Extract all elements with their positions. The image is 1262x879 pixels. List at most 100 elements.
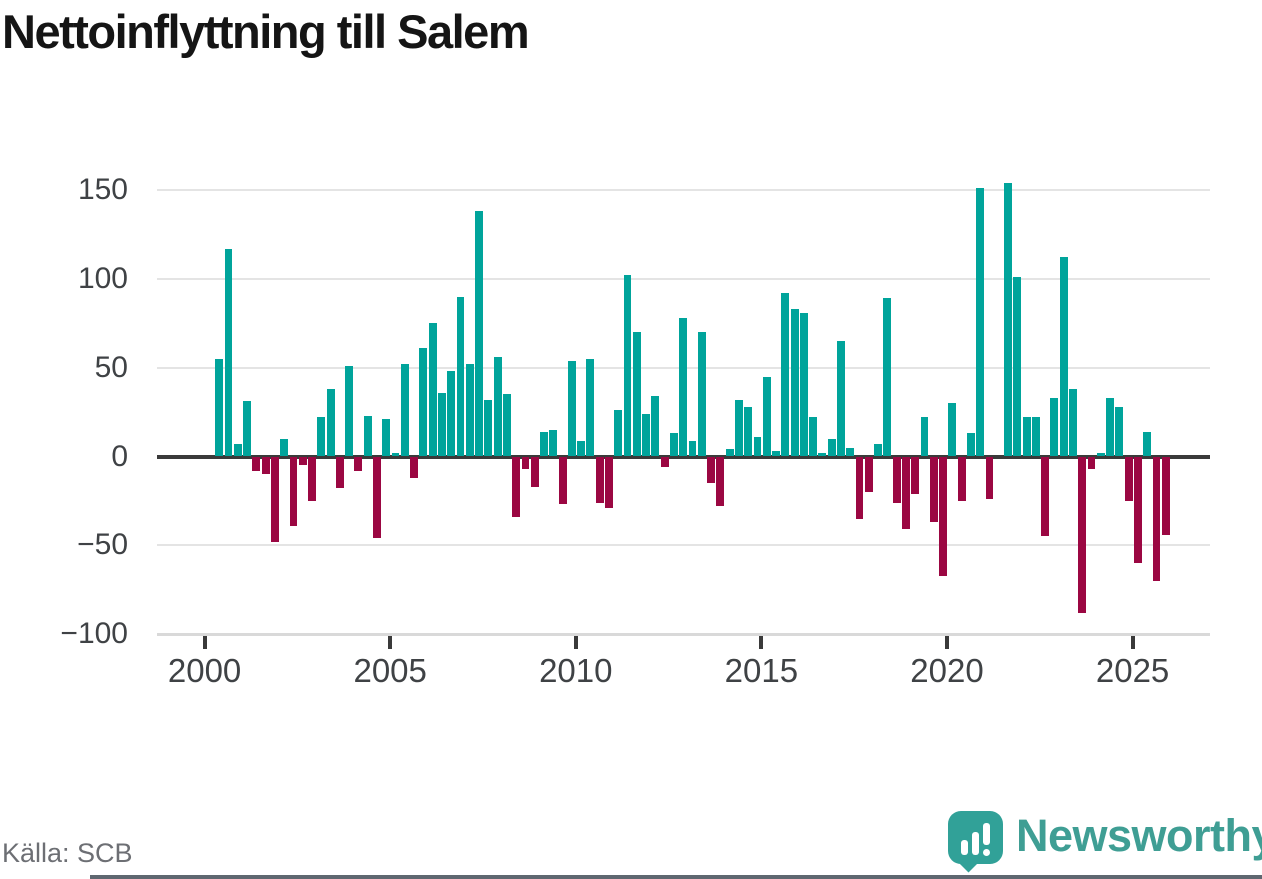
bar (567, 360, 576, 457)
bar (326, 388, 335, 457)
bar (484, 399, 493, 457)
bar (530, 456, 539, 487)
bar (373, 456, 381, 539)
bar (475, 211, 483, 457)
logo-exclamation-dot-icon (983, 849, 990, 856)
bar (966, 433, 975, 457)
bar (549, 429, 558, 457)
bar (864, 456, 873, 493)
chart-title: Nettoinflyttning till Salem (2, 5, 530, 58)
bar (1096, 452, 1105, 457)
bar (354, 456, 363, 471)
bar (308, 456, 316, 501)
bar (846, 447, 855, 457)
newsworthy-wordmark: Newsworthy (1016, 810, 1262, 861)
bar (827, 438, 836, 457)
bar (911, 456, 920, 494)
bar (1143, 431, 1152, 457)
bar (540, 431, 548, 457)
x-axis-tick-label: 2015 (724, 652, 799, 689)
bar (725, 449, 734, 457)
gridline (157, 277, 1210, 280)
source-label: Källa: SCB (2, 838, 133, 868)
bar (614, 410, 623, 457)
bar (270, 456, 279, 542)
bar (985, 456, 994, 500)
newsworthy-logo: Newsworthy (946, 808, 1262, 876)
bar (1041, 456, 1050, 537)
bar (1031, 417, 1040, 457)
bar (465, 364, 474, 457)
bar (818, 452, 827, 457)
bar (243, 401, 251, 457)
bar (261, 456, 270, 475)
bar (1022, 417, 1031, 457)
bar (957, 456, 966, 501)
bar (1050, 397, 1059, 457)
x-axis-tick-mark (388, 636, 393, 649)
bar (1004, 182, 1012, 457)
bar (623, 275, 632, 457)
bar (939, 456, 947, 576)
bar (363, 415, 372, 457)
bar (883, 298, 892, 457)
bar (280, 438, 289, 457)
bar (976, 188, 985, 457)
x-axis-tick-label: 2000 (167, 652, 242, 689)
bar (512, 456, 521, 517)
x-axis-tick-label: 2005 (353, 652, 427, 689)
bar (345, 365, 354, 457)
bar-chart-bubble-icon (948, 811, 1003, 864)
bar (456, 296, 465, 457)
bar (317, 417, 326, 457)
x-axis-tick-mark (573, 636, 578, 649)
bar (1152, 456, 1161, 581)
bar (1124, 456, 1133, 501)
bar (335, 456, 344, 489)
bar (447, 371, 456, 457)
bar (438, 392, 446, 457)
y-axis-tick-label: 150 (77, 172, 128, 206)
y-axis-tick-label: 50 (94, 350, 128, 384)
x-axis-tick-label: 2010 (539, 652, 613, 689)
bar (744, 406, 753, 457)
bar (716, 456, 725, 507)
bar (493, 356, 502, 457)
bar (855, 456, 864, 519)
bar (874, 444, 883, 457)
bar (521, 456, 530, 469)
bar (837, 340, 845, 457)
bar (772, 451, 780, 457)
bar (809, 417, 818, 457)
bar (1115, 406, 1124, 457)
bar (419, 348, 428, 457)
bar (577, 440, 586, 457)
bar (289, 456, 298, 526)
bar (1069, 388, 1077, 457)
bar (892, 456, 901, 503)
bar (660, 456, 669, 468)
gridline (157, 544, 1210, 547)
bar (902, 456, 910, 530)
x-axis-tick-mark (945, 636, 949, 649)
bar (799, 312, 808, 457)
bar (1013, 277, 1022, 457)
bar (632, 332, 641, 457)
bar (734, 399, 743, 457)
bar (753, 436, 762, 457)
bar (1106, 397, 1115, 457)
bar (1078, 456, 1087, 613)
bar (707, 456, 715, 484)
bar (948, 403, 957, 457)
bar (781, 293, 790, 457)
x-axis-tick-mark (1130, 636, 1135, 649)
logo-exclamation-icon (983, 823, 990, 845)
bar (920, 417, 929, 457)
zero-line (157, 454, 1210, 459)
bar (586, 358, 595, 457)
bar (382, 419, 391, 457)
gridline (157, 188, 1210, 191)
bar (215, 358, 224, 457)
bar (502, 394, 511, 457)
x-axis-tick-mark (759, 636, 764, 649)
